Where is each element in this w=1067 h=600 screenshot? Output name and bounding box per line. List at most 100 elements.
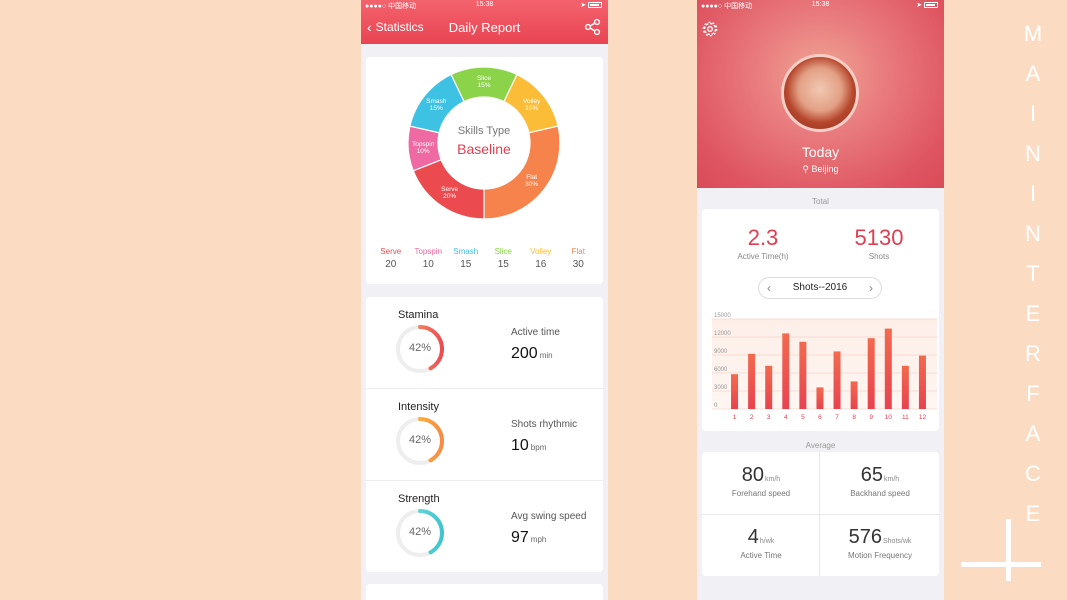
skills-donut-chart[interactable]: [406, 65, 562, 221]
caption-letter: E: [1025, 301, 1041, 326]
bar-month-2[interactable]: [748, 353, 756, 409]
settings-gear-icon[interactable]: [701, 20, 719, 38]
avg-unit: h/wk: [759, 538, 775, 545]
donut-segment-label: Serve 20%: [432, 186, 468, 200]
carrier-label: ●●●●○ 中国移动: [701, 3, 753, 10]
segment-percent: 15%: [525, 104, 539, 112]
y-tick-label: 0: [714, 403, 718, 409]
avg-label: Active Time: [740, 551, 782, 560]
bar-month-3[interactable]: [765, 365, 773, 409]
header: ●●●●○ 中国移动 15:38 ➤ ‹ Statistics Daily Re…: [361, 0, 608, 44]
segment-percent: 15%: [477, 82, 491, 89]
y-tick-label: 9000: [714, 349, 728, 355]
bar-month-11[interactable]: [901, 365, 909, 409]
caption-letter: N: [1025, 221, 1041, 246]
decorative-line: [961, 562, 1041, 567]
bar-month-12[interactable]: [918, 355, 926, 409]
avg-label: Forehand speed: [731, 489, 791, 498]
legend-name: Topspin: [414, 247, 443, 256]
selector-label: Shots--2016: [792, 282, 848, 293]
ring-percent: 42%: [408, 526, 432, 538]
avatar[interactable]: [781, 54, 859, 132]
bar-month-5[interactable]: [799, 341, 807, 409]
chevron-left-icon: ‹: [367, 19, 372, 35]
avg-value: 576: [848, 526, 882, 548]
segment-percent: 20%: [443, 193, 457, 201]
bar-month-9[interactable]: [867, 338, 875, 409]
segment-name: Smash: [426, 97, 447, 105]
clock: 15:38: [811, 1, 830, 8]
location-pin-icon: ⚲: [802, 164, 810, 174]
x-tick-label: 3: [767, 414, 771, 421]
ring-percent: 42%: [408, 342, 432, 354]
average-stats-card: 80km/h Forehand speed 65km/h Backhand sp…: [702, 452, 939, 576]
avg-label: Motion Frequency: [847, 551, 913, 560]
legend-value: 15: [497, 259, 509, 270]
status-bar: ●●●●○ 中国移动 15:38 ➤: [697, 0, 944, 12]
y-tick-label: 15000: [714, 313, 731, 319]
location-label: Beijing: [811, 164, 839, 174]
legend-value: 30: [572, 259, 584, 270]
skills-legend: Serve 20 Topspin 10 Smash 15 Slice 15 Volley 16 Fl…: [366, 247, 603, 270]
metric-stamina[interactable]: Stamina 42% Active time 200 min: [366, 297, 603, 389]
caption-letter: M: [1023, 21, 1043, 46]
decorative-bar: [1006, 519, 1011, 581]
metric-title: Strength: [398, 493, 440, 505]
x-tick-label: 7: [835, 414, 839, 421]
caption-letter: A: [1025, 421, 1041, 446]
avg-value: 80: [741, 464, 765, 486]
caption-letter: E: [1025, 501, 1041, 526]
metric-value: 10 bpm: [511, 437, 547, 454]
metric-strength[interactable]: Strength 42% Avg swing speed 97 mph: [366, 481, 603, 573]
chevron-left-icon[interactable]: ‹: [767, 281, 771, 295]
chevron-right-icon[interactable]: ›: [869, 281, 873, 295]
legend-name: Slice: [494, 247, 512, 256]
legend-item-serve: Serve 20: [373, 247, 409, 270]
x-tick-label: 5: [801, 414, 805, 421]
bar-month-1[interactable]: [731, 374, 739, 409]
segment-percent: 10%: [416, 147, 430, 155]
stat-value: 5130: [854, 225, 904, 250]
metric-intensity[interactable]: Intensity 42% Shots rhythmic 10 bpm: [366, 389, 603, 481]
y-tick-label: 3000: [714, 385, 728, 391]
back-button[interactable]: ‹ Statistics: [367, 20, 424, 34]
segment-percent: 30%: [525, 181, 539, 189]
progress-ring: [396, 325, 444, 373]
year-selector[interactable]: ‹ Shots--2016 ›: [758, 277, 882, 299]
bar-month-8[interactable]: [850, 381, 858, 409]
battery-icon: ➤: [580, 1, 602, 9]
caption-letter: I: [1029, 181, 1037, 206]
stat-value: 2.3: [747, 225, 779, 250]
legend-value: 10: [422, 259, 434, 270]
x-tick-label: 9: [869, 414, 873, 421]
skills-type-card: Slice 15% Volley 15% Flat 30% Serve 20% Topspin 1…: [366, 57, 603, 284]
x-tick-label: 1: [733, 414, 737, 421]
donut-center-label: Skills Type: [457, 125, 511, 137]
backhand-speed-cell: 65km/h Backhand speed: [821, 452, 939, 514]
profile-hero: ●●●●○ 中国移动 15:38 ➤ Today ⚲ Beijing: [697, 0, 944, 188]
caption-letter: F: [1026, 381, 1040, 406]
bar-month-4[interactable]: [782, 333, 790, 409]
caption-letter: C: [1025, 461, 1041, 486]
caption-letter: A: [1025, 61, 1041, 86]
metric-label: Avg swing speed: [511, 511, 587, 522]
donut-segment-label: Topspin 10%: [405, 141, 441, 155]
caption-letter: N: [1025, 141, 1041, 166]
bar-month-6[interactable]: [816, 387, 824, 409]
bar-month-7[interactable]: [833, 351, 841, 409]
active-time-stat: 2.3 Active Time(h): [708, 225, 818, 261]
metric-value: 200 min: [511, 345, 553, 362]
donut-segment-smash[interactable]: [409, 73, 465, 134]
donut-center-value: Baseline: [457, 141, 511, 157]
total-stats-card: 2.3 Active Time(h) 5130 Shots ‹ Shots--2…: [702, 209, 939, 431]
legend-item-smash: Smash 15: [448, 247, 484, 270]
ring-percent: 42%: [408, 434, 432, 446]
share-icon[interactable]: [584, 18, 602, 36]
caption-letter: R: [1025, 341, 1041, 366]
segment-name: Topspin: [411, 140, 435, 148]
bar-month-10[interactable]: [884, 328, 892, 409]
location: ⚲ Beijing: [697, 164, 944, 175]
donut-segment-label: Slice 15%: [466, 75, 502, 89]
battery-icon: ➤: [916, 1, 938, 9]
